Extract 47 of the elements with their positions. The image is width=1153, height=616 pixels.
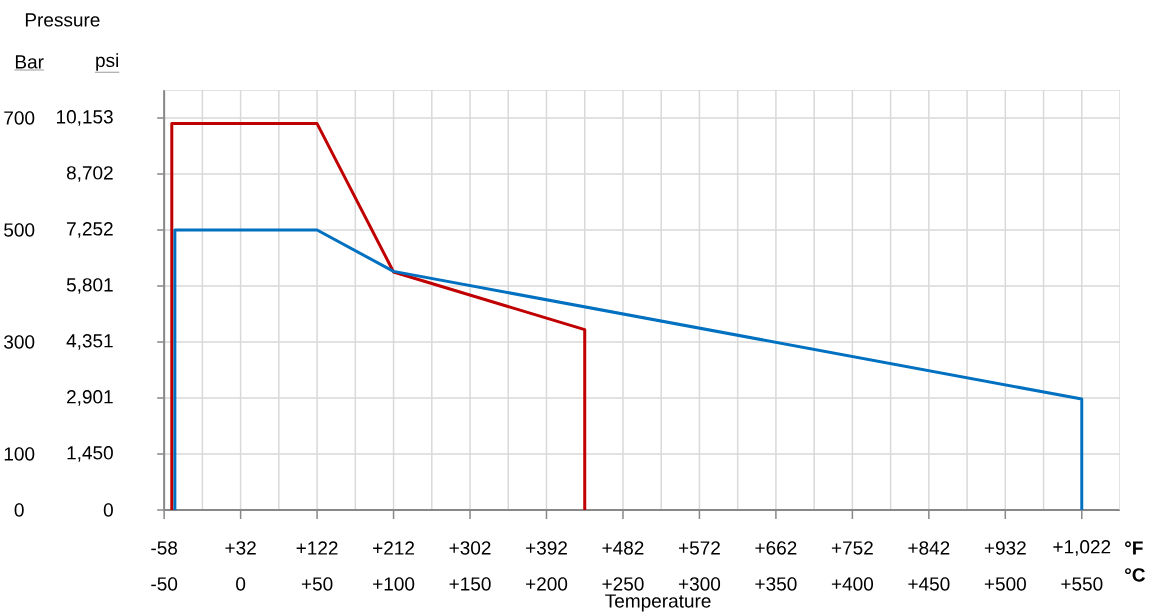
y2-tick-label: 5,801 [66,278,113,294]
y-tick-label: 500 [4,223,35,237]
y-tick-label: 100 [4,447,35,461]
x-tick-label: +300 [678,577,721,591]
chart-title: Pressure [25,13,100,27]
x2-tick-label: +392 [526,541,567,555]
x2-tick-label: +302 [449,541,491,555]
x-tick-label: +150 [449,577,491,591]
y2-tick-label: 10,153 [56,110,113,126]
x2-tick-label: +662 [755,541,797,555]
x-tick-label: +50 [301,577,333,591]
y2-axis-title: psi [96,53,119,71]
y2-tick-label: 1,450 [67,446,113,462]
x-tick-label: +100 [373,577,415,591]
x2-tick-label: +752 [831,541,873,555]
x-tick-label: +250 [602,577,644,591]
x-tick-label: +350 [755,577,797,591]
x2-tick-label: +212 [373,541,414,555]
line-series [170,122,587,510]
y2-tick-label: 4,351 [66,334,113,350]
x-tick-label: +200 [526,577,568,591]
y-axis-title: Bar [15,55,44,69]
text: °C [1125,568,1146,582]
text: °F [1125,541,1143,555]
x-tick-label: 0 [236,577,246,591]
x2-tick-label: +842 [908,541,950,555]
x-axis-title: Temperature [605,594,711,612]
x2-tick-label: +122 [296,541,338,555]
x2-tick-label: +32 [225,541,256,555]
x-tick-label: +450 [908,577,950,591]
y-tick-label: 700 [4,111,35,125]
y-tick-label: 0 [14,503,24,517]
line-series [173,228,1084,510]
y2-tick-label: 8,702 [66,166,113,182]
y2-tick-label: 0 [103,503,113,517]
x2-tick-label: -58 [151,541,178,555]
x2-tick-label: +482 [602,541,644,555]
x2-tick-label: +572 [678,541,720,555]
y2-tick-label: 7,252 [67,222,113,238]
y2-tick-label: 2,901 [67,390,113,406]
y-tick-label: 300 [4,335,35,349]
x2-tick-label: +1,022 [1053,540,1111,556]
x-tick-label: +500 [984,577,1026,591]
x-tick-label: +550 [1061,577,1103,591]
x2-tick-label: +932 [984,541,1026,555]
x-tick-label: -50 [151,577,178,591]
x-tick-label: +400 [831,577,874,591]
